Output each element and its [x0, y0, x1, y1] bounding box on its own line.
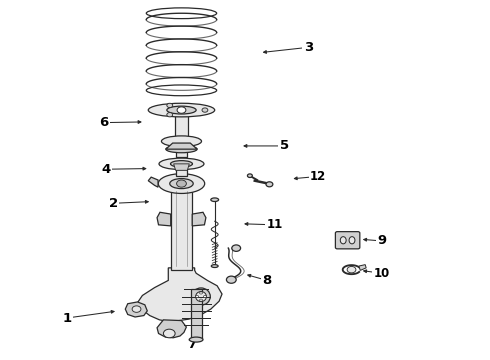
Ellipse shape: [171, 161, 193, 167]
Ellipse shape: [167, 106, 196, 114]
Circle shape: [199, 292, 202, 294]
Text: 3: 3: [304, 41, 313, 54]
Circle shape: [232, 245, 241, 251]
Circle shape: [202, 108, 208, 112]
Text: 1: 1: [62, 311, 71, 325]
Ellipse shape: [211, 265, 218, 267]
Text: 9: 9: [377, 234, 387, 247]
Circle shape: [177, 107, 186, 113]
Circle shape: [226, 276, 236, 283]
Ellipse shape: [158, 174, 205, 193]
Text: 10: 10: [374, 267, 390, 280]
Circle shape: [132, 306, 141, 312]
Circle shape: [163, 329, 175, 338]
Ellipse shape: [159, 158, 204, 170]
Text: 11: 11: [266, 218, 282, 231]
Polygon shape: [192, 212, 206, 226]
Ellipse shape: [349, 237, 355, 244]
Ellipse shape: [192, 288, 210, 305]
Text: 2: 2: [108, 197, 118, 210]
Polygon shape: [148, 177, 158, 187]
Polygon shape: [174, 116, 188, 140]
Polygon shape: [171, 188, 192, 270]
Circle shape: [167, 103, 172, 108]
Circle shape: [167, 113, 172, 117]
Polygon shape: [138, 268, 222, 321]
Circle shape: [266, 182, 273, 187]
Text: 7: 7: [187, 338, 196, 351]
Polygon shape: [166, 143, 197, 149]
Text: 4: 4: [101, 163, 110, 176]
Polygon shape: [157, 320, 186, 338]
Text: 8: 8: [262, 274, 271, 287]
Ellipse shape: [161, 136, 201, 147]
Polygon shape: [157, 212, 171, 226]
Circle shape: [176, 180, 186, 187]
Circle shape: [203, 296, 206, 298]
Ellipse shape: [211, 198, 219, 202]
Circle shape: [347, 266, 356, 273]
Ellipse shape: [170, 179, 193, 189]
Text: 12: 12: [310, 170, 326, 183]
Polygon shape: [173, 164, 189, 170]
Ellipse shape: [196, 292, 206, 302]
Polygon shape: [191, 289, 202, 338]
Polygon shape: [125, 302, 147, 317]
Ellipse shape: [166, 145, 197, 153]
Circle shape: [247, 174, 252, 177]
Polygon shape: [176, 169, 187, 176]
Text: 6: 6: [98, 116, 108, 129]
Ellipse shape: [340, 237, 346, 244]
Polygon shape: [176, 149, 187, 157]
Text: 5: 5: [279, 139, 289, 152]
Ellipse shape: [189, 337, 203, 342]
FancyBboxPatch shape: [335, 231, 360, 249]
Circle shape: [199, 299, 202, 301]
Polygon shape: [359, 265, 366, 270]
Ellipse shape: [148, 103, 215, 117]
Circle shape: [196, 296, 198, 298]
